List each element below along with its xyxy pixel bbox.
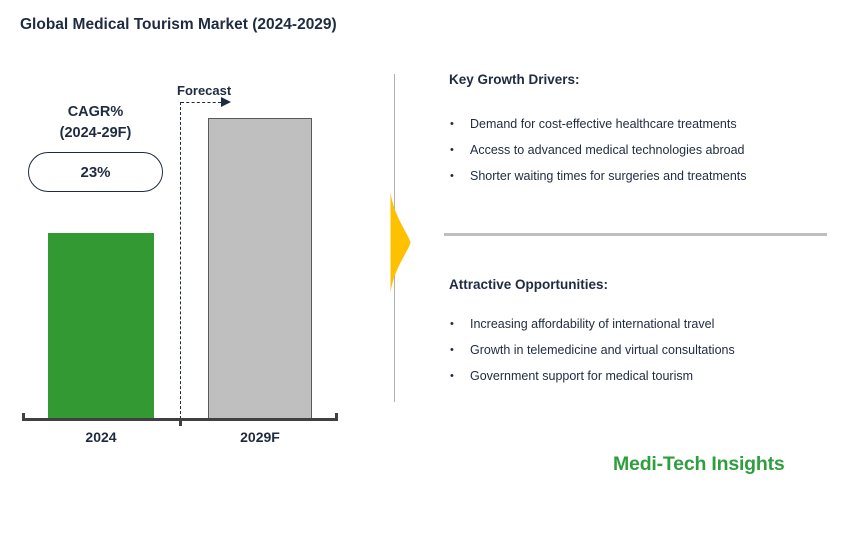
list-item: • Government support for medical tourism [450, 369, 840, 383]
bullet-icon: • [450, 144, 454, 156]
list-item: • Increasing affordability of internatio… [450, 317, 840, 331]
list-item: • Growth in telemedicine and virtual con… [450, 343, 840, 357]
bullet-icon: • [450, 318, 454, 330]
x-axis-middle-tick [179, 418, 182, 426]
x-axis-label-2029f: 2029F [240, 429, 280, 445]
forecast-dashed-vertical-line [180, 102, 181, 419]
x-axis-left-cap [22, 413, 25, 421]
bullet-icon: • [450, 118, 454, 130]
driver-item-text: Demand for cost-effective healthcare tre… [470, 117, 737, 131]
horizontal-divider [444, 233, 827, 236]
drivers-list: • Demand for cost-effective healthcare t… [450, 117, 840, 195]
cagr-value-badge: 23% [28, 152, 163, 192]
yellow-flow-arrow-icon [390, 192, 411, 293]
bar-2029f [208, 118, 312, 419]
opportunity-item-text: Government support for medical tourism [470, 369, 694, 383]
bar-2024 [48, 233, 154, 419]
list-item: • Demand for cost-effective healthcare t… [450, 117, 840, 131]
forecast-label: Forecast [177, 83, 232, 98]
opportunities-heading: Attractive Opportunities: [449, 277, 609, 292]
medi-tech-insights-logo: Medi-Tech Insights [613, 453, 785, 475]
cagr-value: 23% [80, 163, 111, 181]
bullet-icon: • [450, 370, 454, 382]
bullet-icon: • [450, 344, 454, 356]
x-axis-right-cap [335, 413, 338, 421]
list-item: • Access to advanced medical technologie… [450, 143, 840, 157]
opportunities-list: • Increasing affordability of internatio… [450, 317, 840, 395]
bullet-icon: • [450, 170, 454, 182]
cagr-label-line1: CAGR% [67, 104, 124, 120]
cagr-label: CAGR% (2024-29F) [28, 102, 163, 144]
cagr-label-line2: (2024-29F) [59, 125, 132, 141]
page-title: Global Medical Tourism Market (2024-2029… [20, 16, 337, 33]
opportunity-item-text: Growth in telemedicine and virtual consu… [470, 343, 735, 357]
x-axis-label-2024: 2024 [85, 429, 117, 445]
driver-item-text: Access to advanced medical technologies … [470, 143, 745, 157]
list-item: • Shorter waiting times for surgeries an… [450, 169, 840, 183]
drivers-heading: Key Growth Drivers: [449, 72, 580, 87]
driver-item-text: Shorter waiting times for surgeries and … [470, 169, 747, 183]
forecast-dashed-horizontal-line [181, 102, 221, 103]
opportunity-item-text: Increasing affordability of internationa… [470, 317, 715, 331]
forecast-arrowhead-icon [221, 97, 231, 107]
